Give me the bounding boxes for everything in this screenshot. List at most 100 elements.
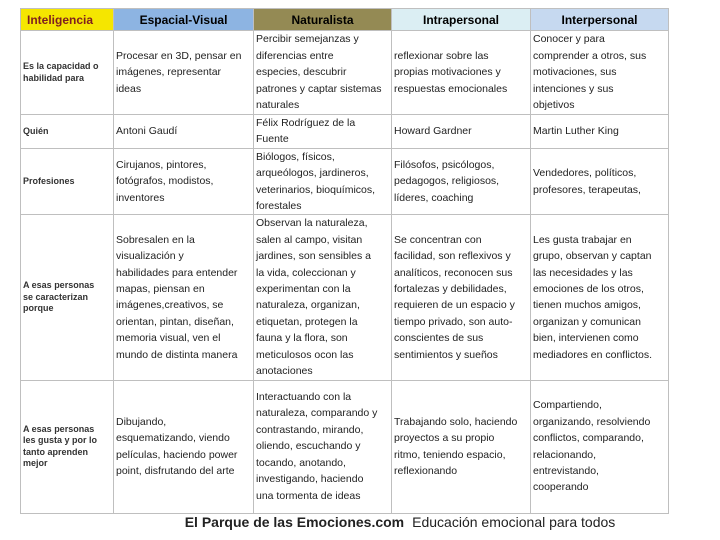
cell-line: Observan la naturaleza, bbox=[256, 217, 368, 230]
cell-line: reflexionando bbox=[394, 464, 458, 477]
cell: Biólogos, físicos, arqueólogos, jardinero… bbox=[253, 147, 392, 216]
cell-line: arqueólogos, jardineros, bbox=[256, 167, 369, 180]
label-line: porque bbox=[23, 303, 54, 314]
cell-line: tocando, anotando, bbox=[256, 456, 346, 469]
cell-line: Conocer y para bbox=[533, 33, 605, 46]
cell-line: investigando, haciendo bbox=[256, 473, 364, 486]
cell: Dibujando, esquematizando, viendo película… bbox=[113, 379, 254, 514]
footer-tagline: Educación emocional para todos bbox=[412, 514, 616, 530]
cell-line: Se concentran con bbox=[394, 233, 482, 246]
column-header: Interpersonal bbox=[530, 8, 669, 31]
cell-line: analíticos, reconocen sus bbox=[394, 266, 513, 279]
label-line: se caracterizan bbox=[23, 291, 89, 302]
cell: Cirujanos, pintores, fotógrafos, modistos… bbox=[113, 147, 254, 216]
cell-line: reflexionar sobre las bbox=[394, 49, 489, 62]
cell-line: tiempo privado, son auto- bbox=[394, 315, 513, 328]
cell-line: Félix Rodríguez de la bbox=[256, 117, 356, 129]
cell-line: sentimientos y sueños bbox=[394, 348, 498, 361]
label-line: Quién bbox=[23, 125, 49, 136]
cell-line: visualización y bbox=[116, 250, 184, 263]
cell-line: Fuente bbox=[256, 133, 289, 146]
cell-line: Howard Gardner bbox=[394, 125, 472, 138]
row-label: Es la capacidad o habilidad para bbox=[20, 30, 114, 115]
label-line: Es la capacidad o bbox=[23, 61, 99, 71]
cell: Howard Gardner bbox=[391, 114, 531, 149]
cell-line: esquematizando, viendo bbox=[116, 432, 230, 445]
cell-line: entrevistando, bbox=[533, 464, 599, 477]
cell-line: imágenes, representar bbox=[116, 66, 222, 79]
intelligence-table: Inteligencia Espacial-Visual Naturalista In… bbox=[20, 8, 669, 514]
column-header: Intrapersonal bbox=[391, 8, 531, 31]
column-header: Inteligencia bbox=[20, 8, 114, 31]
cell-line: Antoni Gaudí bbox=[116, 125, 178, 138]
row-label: Profesiones bbox=[20, 147, 114, 216]
cell-line: fortalezas y debilidades, bbox=[394, 283, 507, 296]
column-header: Naturalista bbox=[253, 8, 392, 31]
cell-line: memoria visual, ven el bbox=[116, 332, 221, 345]
cell-line: forestales bbox=[256, 200, 302, 213]
cell-line: Cirujanos, pintores, bbox=[116, 159, 207, 172]
cell-line: especies, descubrir bbox=[256, 66, 347, 79]
cell-line: tienen muchos amigos, bbox=[533, 299, 641, 312]
cell-line: facilidad, son reflexivos y bbox=[394, 250, 511, 263]
table-row: Quién Antoni Gaudí Félix Rodríguez de la Fu… bbox=[20, 114, 669, 149]
cell: Vendedores, políticos, profesores, terape… bbox=[530, 147, 669, 216]
cell-line: grupo, observan y captan bbox=[533, 250, 652, 263]
label-line: mejor bbox=[23, 458, 48, 468]
row-label: A esas personas se caracterizan porque bbox=[20, 214, 114, 381]
cell-line: habilidades para entender bbox=[116, 266, 238, 279]
cell-line: mediadores en conflictos. bbox=[533, 348, 653, 361]
cell-line: la vida, coleccionan y bbox=[256, 266, 356, 279]
cell-line: profesores, terapeutas, bbox=[533, 183, 641, 196]
cell-line: ideas bbox=[116, 82, 142, 95]
cell-line: etiquetan, protegen la bbox=[256, 315, 358, 328]
cell-line: proyectos a su propio bbox=[394, 432, 495, 445]
cell-line: naturaleza, organizan, bbox=[256, 299, 360, 312]
cell-line: conscientes de sus bbox=[394, 332, 484, 345]
cell-line: veterinarios, bioquímicos, bbox=[256, 183, 376, 196]
cell-line: imágenes,creativos, se bbox=[116, 299, 224, 312]
cell-line: fauna y la flora, son bbox=[256, 332, 348, 345]
label-line: les gusta y por lo bbox=[23, 435, 98, 445]
cell-line: jardines, son sensibles a bbox=[256, 250, 371, 263]
cell: Compartiendo, organizando, resolviendo con… bbox=[530, 379, 669, 514]
cell: Martin Luther King bbox=[530, 114, 669, 149]
cell: reflexionar sobre las propias motivacione… bbox=[391, 30, 531, 115]
cell-line: anotaciones bbox=[256, 365, 313, 378]
cell-line: mundo de distinta manera bbox=[116, 348, 238, 361]
table-row: A esas personas se caracterizan porque Sobr… bbox=[20, 214, 669, 381]
cell-line: pedagogos, religiosos, bbox=[394, 175, 500, 188]
cell-line: mapas, piensan en bbox=[116, 283, 205, 296]
label-line: Profesiones bbox=[23, 175, 75, 186]
cell-line: diferencias entre bbox=[256, 49, 334, 62]
cell-line: Dibujando, bbox=[116, 415, 167, 428]
cell: Antoni Gaudí bbox=[113, 114, 254, 149]
cell: Sobresalen en la visualización y habilidad… bbox=[113, 214, 254, 381]
row-label: Quién bbox=[20, 114, 114, 149]
cell-line: relacionando, bbox=[533, 448, 597, 461]
cell-line: Compartiendo, bbox=[533, 399, 602, 412]
cell-line: Interactuando con la bbox=[256, 391, 352, 404]
cell: Se concentran con facilidad, son reflexiv… bbox=[391, 214, 531, 381]
cell-line: comprender a otros, sus bbox=[533, 49, 647, 62]
cell-line: experimentan con la bbox=[256, 283, 351, 296]
cell-line: oliendo, escuchando y bbox=[256, 440, 361, 453]
table-body: Es la capacidad o habilidad para Procesar … bbox=[20, 30, 669, 514]
cell: Observan la naturaleza, salen al campo, v… bbox=[253, 214, 392, 381]
cell-line: Filósofos, psicólogos, bbox=[394, 159, 495, 172]
cell: Les gusta trabajar en grupo, observan y c… bbox=[530, 214, 669, 381]
header-row: Inteligencia Espacial-Visual Naturalista In… bbox=[20, 8, 669, 31]
cell-line: las necesidades y las bbox=[533, 266, 633, 279]
cell-line: Trabajando solo, haciendo bbox=[394, 415, 518, 428]
cell: Percibir semejanzas y diferencias entre es… bbox=[253, 30, 392, 115]
cell-line: orientan, pintan, diseñan, bbox=[116, 315, 234, 328]
cell-line: líderes, coaching bbox=[394, 191, 474, 204]
cell-line: cooperando bbox=[533, 481, 589, 494]
column-header: Espacial-Visual bbox=[113, 8, 254, 31]
cell-line: requieren de un espacio y bbox=[394, 299, 515, 312]
cell-line: Procesar en 3D, pensar en bbox=[116, 49, 242, 62]
cell-line: películas, haciendo power bbox=[116, 448, 238, 461]
footer-brand: El Parque de las Emociones.com bbox=[184, 514, 405, 530]
cell-line: Sobresalen en la bbox=[116, 233, 195, 246]
